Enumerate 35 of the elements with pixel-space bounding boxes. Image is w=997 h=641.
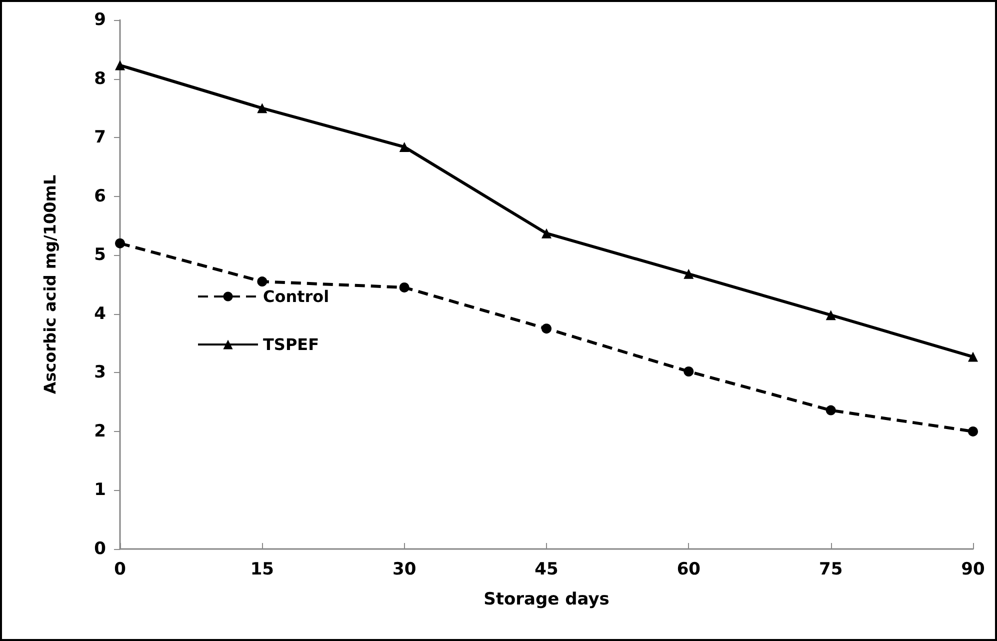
y-tick-label: 9 — [94, 10, 106, 30]
y-tick-label: 5 — [94, 245, 106, 266]
y-tick-label: 2 — [94, 421, 106, 442]
y-tick-label: 4 — [94, 304, 106, 324]
y-tick-label: 1 — [94, 480, 106, 500]
x-tick-label: 15 — [250, 560, 274, 580]
legend-label: TSPEF — [263, 335, 320, 354]
y-tick-label: 8 — [94, 68, 106, 89]
x-tick-label: 90 — [961, 560, 985, 580]
point — [257, 276, 268, 287]
point — [968, 352, 978, 362]
point — [826, 405, 836, 416]
y-tick-label: 3 — [94, 362, 106, 383]
point — [684, 366, 694, 376]
x-tick-label: 60 — [676, 560, 701, 580]
y-tick-label: 7 — [94, 128, 106, 148]
point — [115, 238, 125, 248]
point — [399, 282, 410, 292]
point — [968, 426, 978, 436]
x-axis-title: Storage days — [484, 590, 610, 610]
x-tick-label: 75 — [818, 560, 843, 580]
point — [399, 142, 410, 152]
point — [542, 228, 552, 238]
x-tick-label: 0 — [114, 560, 126, 580]
point — [826, 310, 836, 320]
point — [542, 324, 552, 334]
point — [684, 268, 694, 279]
x-tick-label: 30 — [392, 560, 416, 580]
point — [115, 60, 125, 70]
point — [257, 103, 268, 114]
y-tick-label: 0 — [94, 539, 106, 559]
y-tick-label: 6 — [94, 186, 106, 206]
legend-label: Control — [263, 287, 330, 306]
y-axis-title: Ascorbic acid mg/100mL — [40, 174, 60, 394]
x-tick-label: 45 — [534, 560, 558, 580]
